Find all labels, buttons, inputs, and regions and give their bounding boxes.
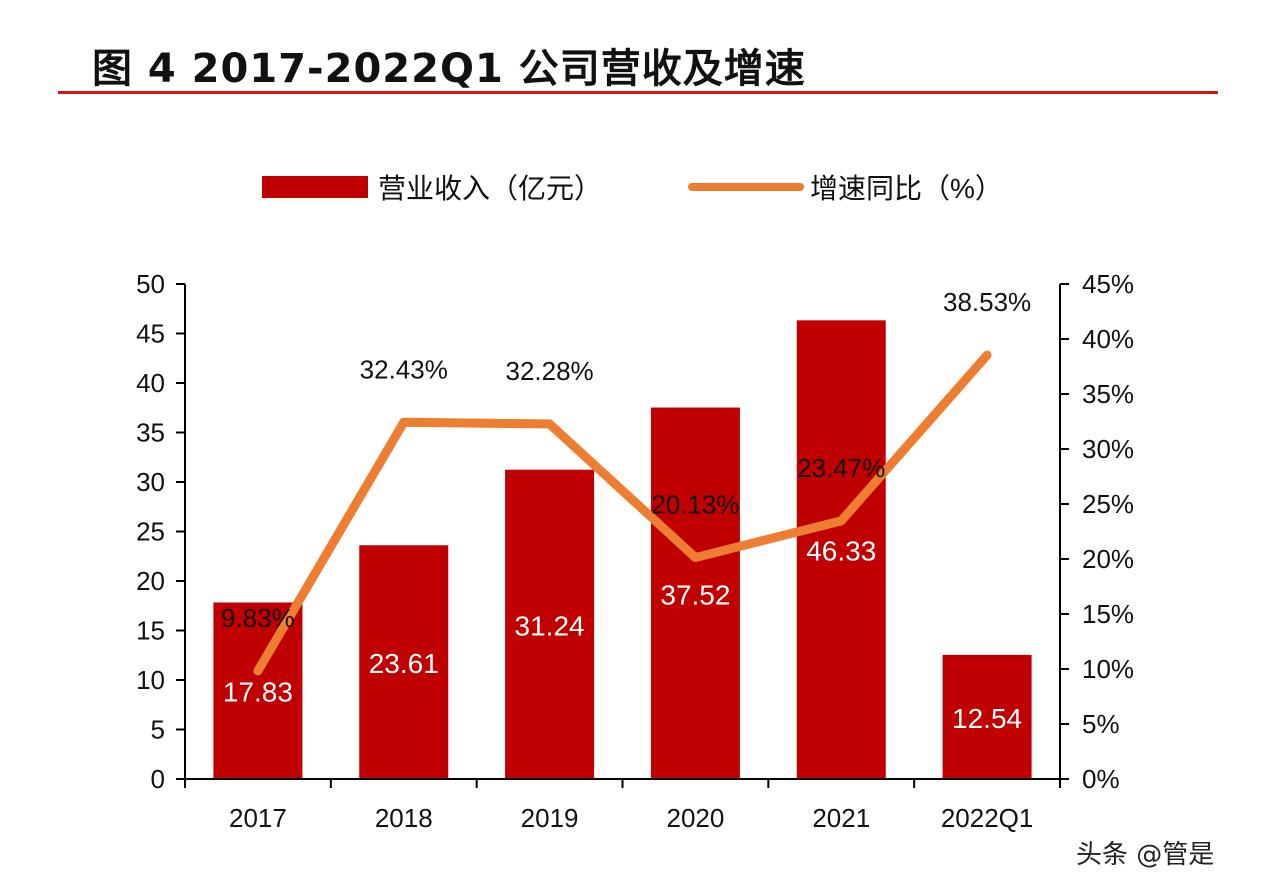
right-tick-label: 35%	[1082, 379, 1134, 409]
x-tick-label: 2020	[666, 803, 724, 833]
bar-value-label: 23.61	[369, 648, 439, 679]
right-tick-label: 0%	[1082, 764, 1120, 794]
growth-value-label: 9.83%	[221, 603, 295, 633]
bar-2022Q1	[942, 654, 1032, 779]
growth-point-2020	[694, 556, 697, 559]
growth-point-2021	[840, 519, 843, 522]
growth-point-2017	[256, 669, 259, 672]
x-tick-label: 2017	[229, 803, 287, 833]
left-tick-label: 45	[136, 319, 165, 349]
growth-value-label: 38.53%	[943, 287, 1031, 317]
growth-point-2019	[548, 422, 551, 425]
x-tick-label: 2019	[521, 803, 579, 833]
x-tick-label: 2021	[812, 803, 870, 833]
bar-2021	[796, 320, 886, 779]
left-tick-label: 25	[136, 517, 165, 547]
legend-label-line: 增速同比（%）	[810, 173, 1003, 204]
growth-value-label: 23.47%	[797, 453, 885, 483]
right-tick-label: 10%	[1082, 654, 1134, 684]
right-tick-label: 15%	[1082, 599, 1134, 629]
growth-value-label: 20.13%	[651, 490, 739, 520]
chart-title: 图 4 2017-2022Q1 公司营收及增速	[92, 46, 806, 92]
left-tick-label: 5	[151, 715, 165, 745]
x-tick-label: 2018	[375, 803, 433, 833]
growth-value-label: 32.28%	[505, 356, 593, 386]
bar-2017	[213, 602, 303, 779]
bar-value-label: 37.52	[660, 579, 730, 610]
bar-2020	[650, 407, 740, 779]
legend-swatch-bar	[262, 176, 368, 198]
right-tick-label: 45%	[1082, 269, 1134, 299]
growth-value-label: 32.43%	[360, 354, 448, 384]
title-divider	[58, 91, 1218, 94]
left-tick-label: 50	[136, 269, 165, 299]
left-tick-label: 35	[136, 418, 165, 448]
right-tick-label: 20%	[1082, 544, 1134, 574]
bar-value-label: 31.24	[515, 610, 585, 641]
legend-label-bar: 营业收入（亿元）	[378, 173, 602, 204]
growth-line	[253, 350, 992, 676]
growth-point-2022Q1	[986, 354, 989, 357]
bar-value-label: 17.83	[223, 677, 293, 708]
left-tick-label: 40	[136, 368, 165, 398]
bar-2018	[359, 545, 449, 779]
right-tick-label: 40%	[1082, 324, 1134, 354]
left-tick-label: 10	[136, 665, 165, 695]
bar-value-label: 12.54	[952, 703, 1022, 734]
x-tick-label: 2022Q1	[941, 803, 1034, 833]
growth-point-2018	[402, 421, 405, 424]
left-tick-label: 30	[136, 467, 165, 497]
left-tick-label: 15	[136, 616, 165, 646]
left-tick-label: 20	[136, 566, 165, 596]
watermark: 头条 @管是	[1076, 840, 1215, 870]
bar-value-label: 46.33	[806, 536, 876, 567]
bar-2019	[505, 469, 595, 779]
right-tick-label: 5%	[1082, 709, 1120, 739]
left-tick-label: 0	[151, 764, 165, 794]
right-tick-label: 30%	[1082, 434, 1134, 464]
right-tick-label: 25%	[1082, 489, 1134, 519]
